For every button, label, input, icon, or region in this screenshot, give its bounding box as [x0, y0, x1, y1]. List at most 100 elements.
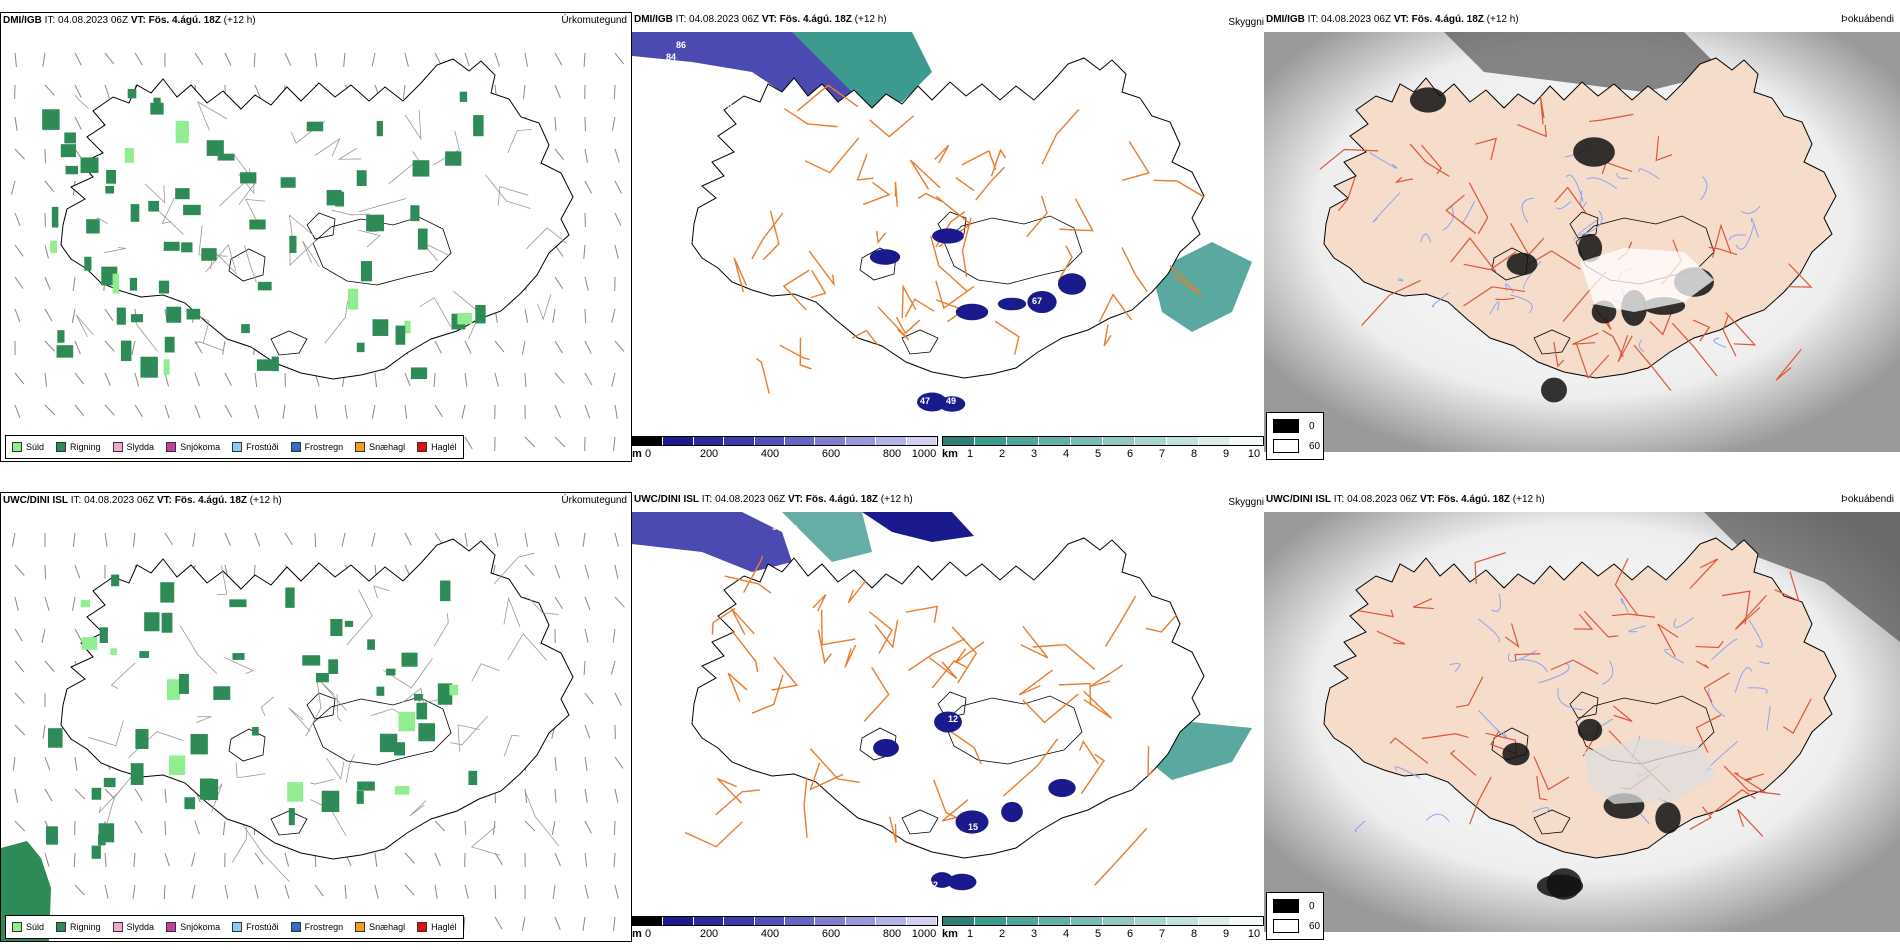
road-line: [1517, 123, 1547, 138]
visibility-tick: 10: [1247, 448, 1261, 460]
road-line: [382, 658, 433, 689]
precip-map: [11, 52, 625, 452]
road-line: [820, 609, 856, 646]
cloud-base-labels: 94 96 85 100 12 70 15 52: [772, 522, 1062, 890]
low-cloud-blob: [938, 396, 966, 412]
low-cloud-blob: [1027, 290, 1057, 314]
legend-swatch: [56, 442, 67, 452]
road-line: [326, 757, 345, 781]
road-line: [751, 212, 784, 260]
legend-item: Frostregn: [290, 922, 343, 932]
road-line: [1337, 176, 1356, 212]
visibility-tick: 1: [966, 928, 974, 940]
river-line: [1616, 172, 1628, 180]
road-line: [98, 786, 124, 814]
wind-barb: [74, 628, 83, 642]
wind-barb: [74, 404, 85, 417]
rain-cell: [81, 637, 98, 650]
wind-barb: [44, 788, 53, 802]
road-line: [935, 280, 975, 310]
wind-barb: [584, 852, 588, 867]
river-line: [1638, 168, 1660, 180]
road-line: [1022, 693, 1079, 724]
river-line: [1713, 337, 1727, 348]
iceland-map-group: [1319, 57, 1837, 391]
wind-barb: [552, 308, 556, 323]
wind-barb: [374, 852, 378, 867]
precip-map: [1, 532, 625, 941]
wind-barb: [434, 532, 444, 545]
road-line: [1695, 640, 1724, 649]
wind-barb: [614, 212, 622, 226]
wind-barb: [522, 84, 526, 99]
low-cloud-blob: [873, 738, 899, 758]
road-line: [310, 779, 335, 785]
road-line: [243, 245, 257, 283]
road-line: [901, 283, 917, 319]
wind-barb: [404, 532, 412, 546]
legend-swatch: [12, 922, 22, 932]
cloud-base-tick: 0: [644, 448, 652, 460]
rain-cell: [161, 612, 173, 633]
rain-cell: [326, 189, 342, 206]
rain-cell: [56, 345, 74, 358]
river-line: [1573, 219, 1598, 241]
road-network: [733, 84, 1205, 394]
wind-barb: [44, 180, 55, 193]
rain-cell: [440, 580, 451, 602]
road-line: [194, 341, 224, 352]
iceland-coastline: [1323, 57, 1837, 379]
wind-barb: [224, 404, 233, 418]
precip-type-panel-top: DMI/IGB IT: 04.08.2023 06Z VT: Fös. 4.ág…: [0, 12, 632, 462]
wind-barb: [71, 308, 76, 323]
road-line: [345, 754, 355, 783]
cloud-base-bar: [632, 436, 938, 446]
wind-barb: [554, 756, 557, 771]
wind-barb: [464, 52, 470, 67]
rain-cell: [475, 305, 486, 324]
wind-barb: [584, 180, 593, 194]
rain-cell: [84, 256, 92, 271]
road-line: [954, 641, 985, 664]
low-visibility-area: [792, 32, 932, 108]
wind-barb: [554, 532, 560, 547]
cloud-base-label: 58: [950, 250, 960, 260]
river-line: [1507, 649, 1537, 662]
wind-barb: [74, 756, 78, 771]
visibility-tick: 4: [1062, 448, 1070, 460]
wind-barb: [14, 692, 25, 704]
wind-barb: [494, 532, 499, 547]
road-line: [889, 816, 897, 843]
road-line: [684, 821, 743, 848]
river-line: [1578, 210, 1603, 236]
road-line: [844, 644, 857, 668]
road-line: [1104, 595, 1137, 647]
river-line: [1602, 660, 1614, 685]
low-visibility-area: [782, 512, 872, 562]
road-line: [1002, 738, 1059, 797]
visibility-unit: km: [942, 448, 958, 460]
road-line: [743, 555, 764, 593]
cloud-base-label: 100: [974, 522, 989, 532]
road-line: [796, 84, 859, 112]
glacier-outline: [943, 695, 1083, 765]
wind-barb: [584, 148, 588, 163]
wind-barb: [554, 564, 561, 579]
road-line: [260, 696, 275, 717]
wind-barb: [222, 820, 226, 835]
iceland-coastline: [691, 537, 1205, 859]
road-line: [331, 209, 370, 216]
road-line: [1361, 279, 1421, 326]
dense-fog-area: [1444, 32, 1724, 92]
wind-barb: [583, 52, 586, 68]
road-line: [1474, 552, 1506, 584]
road-line: [470, 826, 501, 856]
rain-cell: [57, 330, 65, 343]
cloud-base-tick: 1000: [911, 928, 937, 940]
legend-label: Frostúði: [246, 922, 279, 932]
road-line: [1657, 623, 1679, 657]
river-line: [1735, 224, 1755, 250]
river-line: [1449, 662, 1461, 672]
visibility-colorbar: km 1 2 3 4 5 6 7 8 9 10: [942, 916, 1264, 942]
road-line: [103, 247, 127, 254]
